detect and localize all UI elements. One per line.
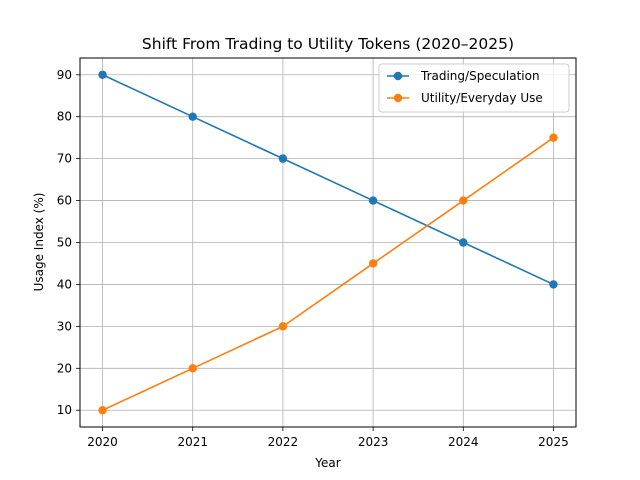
series-line [102, 74, 554, 286]
y-tick-label: 40 [57, 277, 72, 291]
data-point [188, 364, 197, 373]
data-point [188, 112, 197, 121]
x-axis-label: Year [314, 456, 340, 470]
axis-ticks: 2020 2021 2022 2023 2024 2025 10 20 30 40 50 60 70 80… [57, 68, 569, 449]
legend-box [378, 63, 570, 113]
y-tick-label: 70 [57, 152, 72, 166]
data-point [368, 259, 378, 268]
legend-label: Utility/Everyday Use [421, 91, 543, 105]
x-tick-label: 2024 [448, 435, 479, 449]
chart-title: Shift From Trading to Utility Tokens (20… [142, 35, 514, 53]
series-layer [98, 70, 558, 415]
y-axis-label: Usage Index (%) [32, 193, 46, 292]
y-tick-label: 50 [57, 236, 72, 250]
y-tick-label: 80 [57, 110, 72, 124]
data-point [549, 280, 558, 289]
legend-label: Trading/Speculation [420, 69, 540, 83]
x-tick-label: 2020 [87, 435, 118, 449]
data-point [549, 133, 558, 142]
data-point [278, 322, 288, 331]
grid [80, 58, 576, 427]
y-tick-label: 60 [57, 194, 72, 208]
x-tick-label: 2025 [538, 435, 569, 449]
series-line [102, 137, 554, 411]
y-tick-label: 20 [57, 361, 72, 375]
legend-item: Trading/Speculation [387, 69, 540, 83]
legend: Trading/Speculation Utility/Everyday Use [378, 63, 570, 113]
x-tick-label: 2023 [358, 435, 389, 449]
data-point [459, 196, 468, 205]
legend-item: Utility/Everyday Use [387, 91, 543, 105]
data-point [98, 406, 107, 415]
y-tick-label: 10 [57, 403, 72, 417]
x-tick-label: 2022 [268, 435, 299, 449]
y-tick-label: 90 [57, 68, 72, 82]
legend-marker [393, 71, 403, 81]
y-tick-label: 30 [57, 319, 72, 333]
legend-marker [393, 93, 403, 103]
x-tick-label: 2021 [177, 435, 208, 449]
series-1 [98, 70, 558, 289]
data-point [98, 70, 107, 79]
data-point [368, 196, 378, 205]
series-2 [98, 133, 558, 415]
data-point [459, 238, 468, 247]
data-point [278, 154, 288, 163]
